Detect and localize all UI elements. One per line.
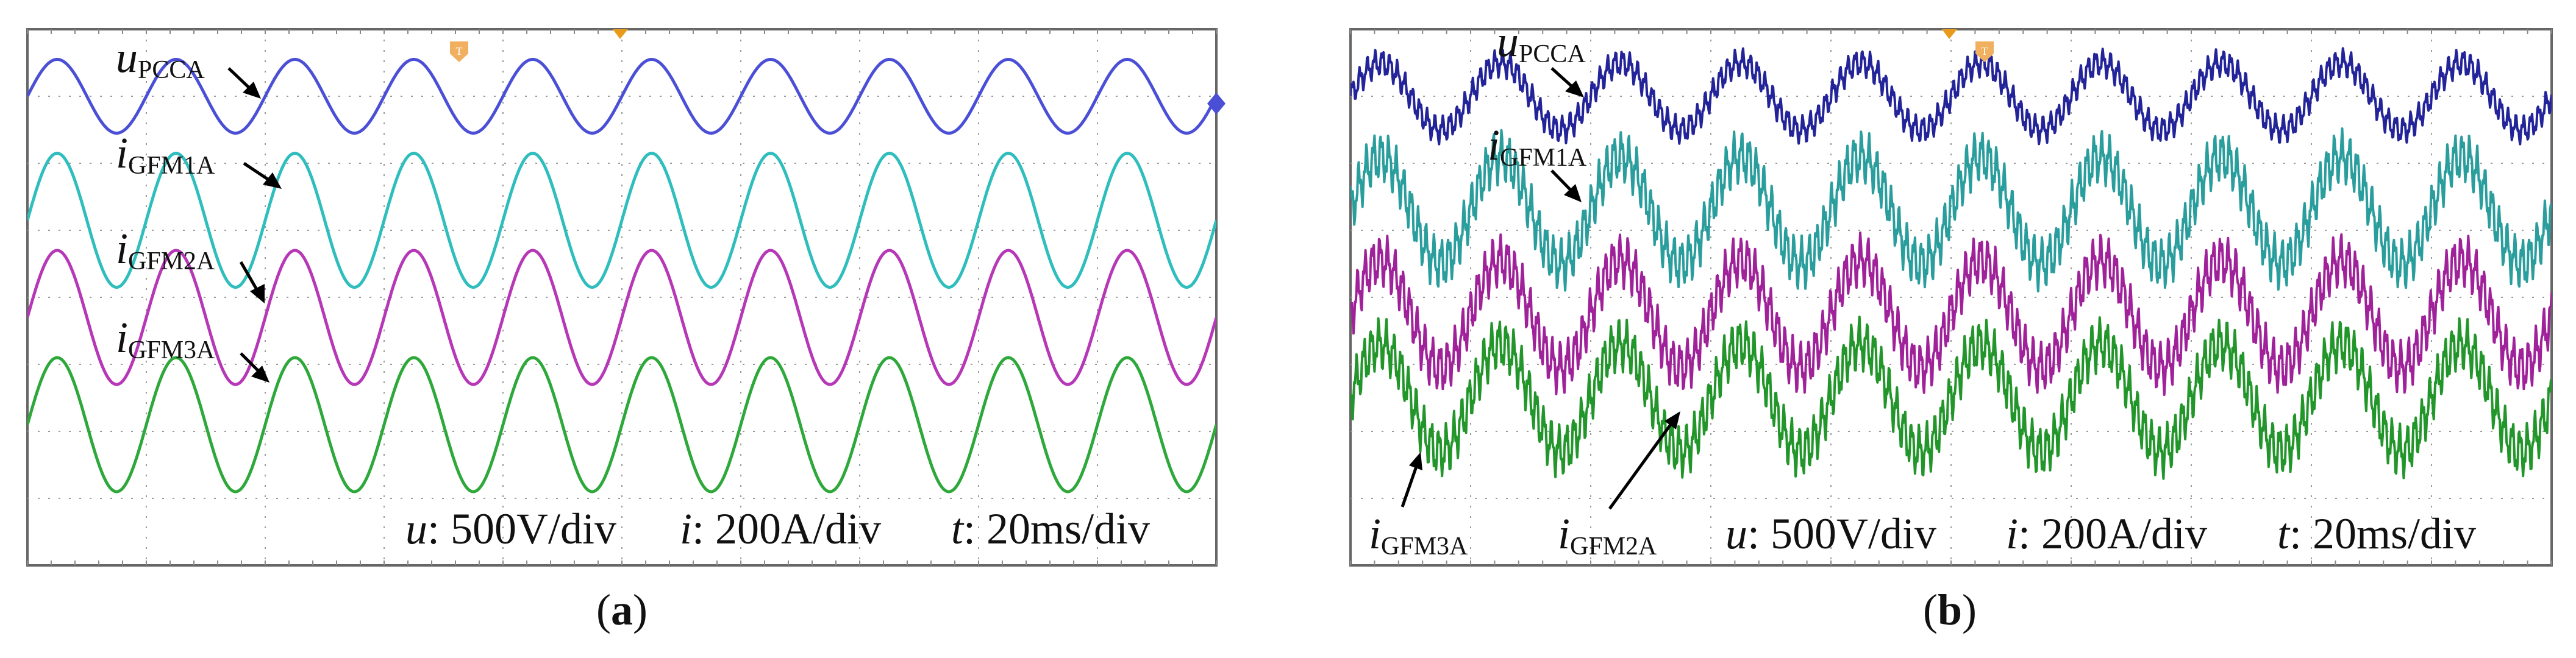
annot-a-i-scale: i: 200A/div [680, 504, 881, 553]
panel-b-label-arrows [1400, 67, 1680, 510]
label-b-igfm1a: iGFM1A [1488, 121, 1587, 172]
trace-b-igfm3a [1350, 316, 2552, 480]
svg-text:T: T [456, 45, 463, 57]
label-b-upcca: uPCCA [1497, 17, 1586, 68]
annot-a-t-scale: t: 20ms/div [951, 504, 1150, 553]
panel-a: T uPCCA iGFM1A iGFM2A iGFM3A [26, 28, 1226, 634]
panel-a-traces [27, 58, 1216, 494]
trigger-marker-icon: T [1975, 41, 1994, 62]
annot-b-u-scale: u: 500V/div [1725, 509, 1936, 558]
panel-a-caption: (a) [596, 585, 648, 634]
trigger-position-icon [1942, 29, 1957, 39]
label-a-upcca: uPCCA [116, 33, 205, 84]
trigger-marker-icon: T [450, 41, 468, 62]
panel-a-grid [27, 29, 1217, 565]
trace-a-igfm2a [27, 249, 1216, 386]
annot-a-u-scale: u: 500V/div [405, 504, 616, 553]
arrow-b-igfm3a [1400, 462, 1419, 508]
trace-a-igfm3a [27, 356, 1216, 494]
panel-b-caption: (b) [1923, 585, 1977, 634]
label-a-igfm3a: iGFM3A [116, 313, 215, 364]
annot-b-i-scale: i: 200A/div [2006, 509, 2207, 558]
trace-a-upcca [27, 58, 1216, 135]
trace-a-igfm1a [27, 152, 1216, 289]
trace-b-igfm1a [1350, 127, 2552, 292]
panel-b: T uPCCA iGFM1A iGFM3A iGFM2A u: 500V [1349, 17, 2553, 634]
ch1-level-marker-icon [1207, 93, 1226, 115]
panel-b-grid [1350, 29, 2552, 565]
label-b-igfm3a: iGFM3A [1369, 509, 1468, 561]
panel-a-label-arrows [227, 67, 282, 383]
panel-b-traces [1350, 47, 2552, 480]
arrow-b-igfm2a [1608, 419, 1675, 510]
trace-b-upcca [1350, 47, 2552, 146]
label-b-igfm2a: iGFM2A [1558, 509, 1657, 561]
annot-b-t-scale: t: 20ms/div [2277, 509, 2476, 558]
label-a-igfm2a: iGFM2A [116, 224, 215, 275]
svg-text:T: T [1982, 45, 1988, 57]
trigger-position-icon [613, 29, 628, 39]
trace-b-igfm2a [1350, 232, 2552, 396]
label-a-igfm1a: iGFM1A [116, 129, 215, 180]
